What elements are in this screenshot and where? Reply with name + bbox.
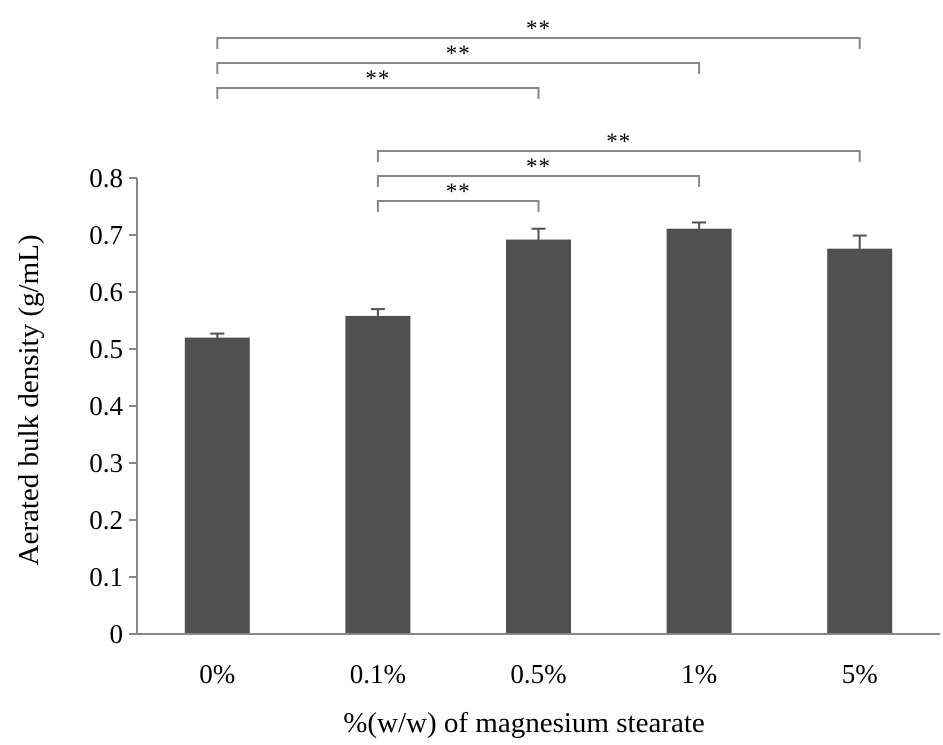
y-tick-label: 0.6 [89, 277, 123, 307]
bar [666, 228, 732, 635]
y-tick-label: 0.3 [89, 448, 123, 478]
y-axis-title: Aerated bulk density (g/mL) [13, 235, 45, 566]
significance-label: ** [526, 154, 551, 179]
bar [506, 239, 571, 634]
significance-bracket [376, 150, 861, 162]
significance-bracket [216, 87, 540, 99]
significance-label: ** [365, 66, 390, 91]
y-tick-label: 0.4 [89, 391, 123, 421]
significance-bracket [376, 200, 540, 212]
y-tick-label: 0.1 [89, 562, 123, 592]
y-tick-label: 0.2 [89, 505, 123, 535]
bar [827, 248, 893, 634]
error-bars [210, 221, 867, 338]
y-tick-label: 0.8 [89, 163, 123, 193]
bars [184, 228, 893, 635]
x-tick-label: 0.5% [510, 659, 566, 689]
y-tick-label: 0.7 [89, 220, 123, 250]
significance-label: ** [606, 129, 631, 154]
significance-label: ** [446, 179, 471, 204]
x-tick-labels: 0% 0.1% 0.5% 1% 5% [199, 659, 877, 689]
significance-bracket [376, 175, 701, 187]
significance-bracket [216, 37, 861, 49]
y-tick-label: 0 [110, 619, 124, 649]
x-tick-label: 5% [842, 659, 878, 689]
y-ticks: 0 0.1 0.2 0.3 0.4 0.5 0.6 0.7 0.8 [89, 163, 137, 649]
x-tick-label: 0% [199, 659, 235, 689]
y-tick-label: 0.5 [89, 334, 123, 364]
bar [345, 315, 411, 634]
x-axis-title: %(w/w) of magnesium stearate [343, 707, 705, 739]
x-tick-label: 0.1% [350, 659, 406, 689]
significance-bracket [216, 62, 701, 74]
significance-label: ** [526, 16, 551, 41]
significance-label: ** [446, 41, 471, 66]
bar [184, 337, 250, 634]
x-tick-label: 1% [681, 659, 717, 689]
significance-brackets: ** ** ** ** ** ** [216, 16, 861, 212]
